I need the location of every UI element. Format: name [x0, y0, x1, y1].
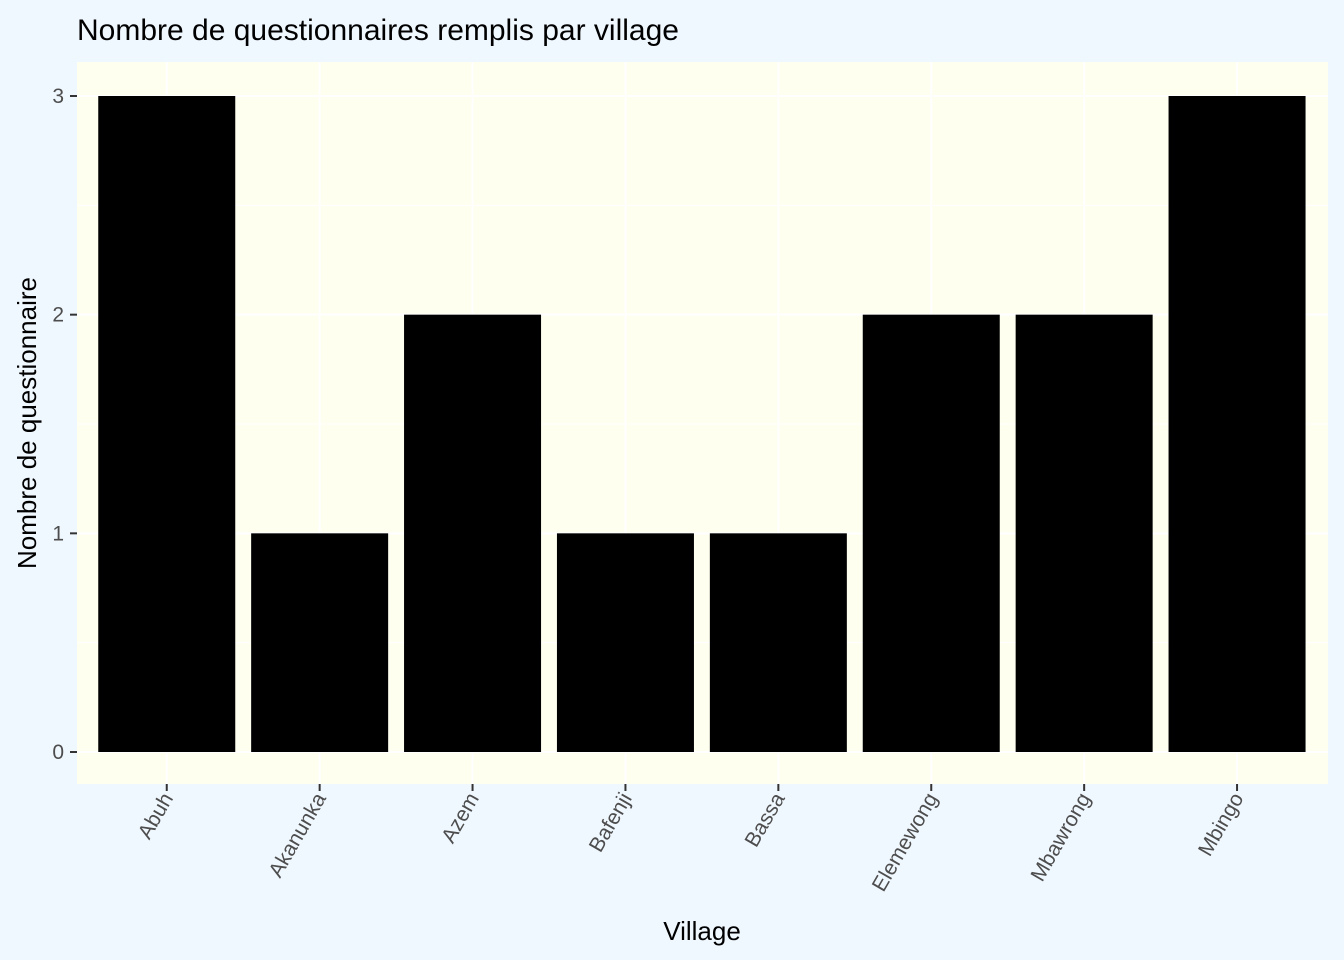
y-tick-label: 1 — [52, 522, 64, 545]
chart-title: Nombre de questionnaires remplis par vil… — [77, 14, 679, 47]
y-tick-label: 0 — [52, 741, 64, 764]
bar-bafenji — [556, 533, 694, 752]
x-axis-title: Village — [663, 916, 741, 946]
bar-elemewong — [862, 314, 1000, 752]
bar-abuh — [98, 96, 236, 752]
bar-azem — [404, 314, 542, 752]
bars — [98, 96, 1306, 752]
y-tick-label: 3 — [52, 85, 64, 108]
y-tick-label: 2 — [52, 304, 64, 327]
bar-bassa — [709, 533, 847, 752]
bar-mbingo — [1168, 96, 1306, 752]
bar-mbawrong — [1015, 314, 1153, 752]
bar-akanunka — [251, 533, 389, 752]
y-axis-title: Nombre de questionnaire — [12, 277, 42, 569]
